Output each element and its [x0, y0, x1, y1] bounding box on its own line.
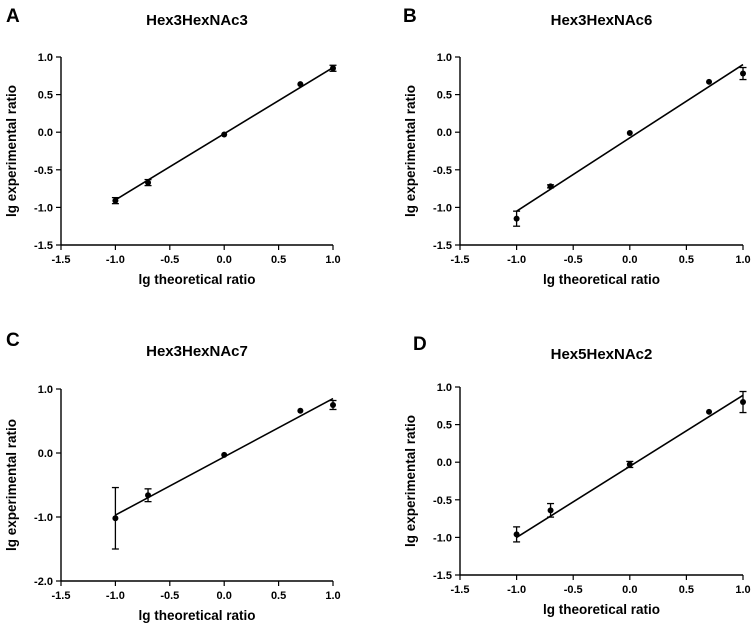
y-tick-label: 0.0: [38, 448, 53, 460]
data-point: [145, 179, 152, 186]
y-tick-label: -2.0: [34, 576, 53, 588]
y-tick-label: 0.5: [38, 90, 53, 102]
x-tick-label: 1.0: [325, 590, 340, 602]
chart-title: Hex3HexNAc6: [551, 12, 653, 29]
data-point: [513, 215, 520, 222]
x-tick-label: -1.0: [106, 254, 125, 266]
data-point: [330, 402, 336, 408]
chart-title: Hex5HexNAc2: [551, 346, 653, 363]
chart-title: Hex3HexNAc3: [146, 12, 248, 29]
x-tick-label: 0.0: [217, 590, 232, 602]
data-point: [547, 183, 554, 190]
chart-panel-a: A Hex3HexNAc3 -1.5 -1.0 -0.5 0.0 0.5 1.0 -1.5 -1.…: [4, 6, 341, 287]
x-axis-label: lg theoretical ratio: [543, 602, 660, 617]
x-tick-label: 0.5: [679, 254, 694, 266]
x-tick-label: 1.0: [735, 584, 750, 596]
y-tick-label: -0.5: [433, 495, 452, 507]
x-axis-label: lg theoretical ratio: [543, 272, 660, 287]
x-tick-label: 1.0: [735, 254, 750, 266]
panel-letter: B: [403, 6, 417, 27]
x-tick-label: 0.5: [271, 254, 286, 266]
y-tick-label: 0.0: [437, 457, 452, 469]
data-point: [297, 407, 304, 414]
data-point: [547, 507, 554, 514]
y-tick-label: -1.0: [433, 202, 452, 214]
y-tick-label: 0.5: [437, 90, 452, 102]
data-point: [513, 531, 520, 538]
y-tick-label: -1.5: [433, 570, 452, 582]
panel-letter: D: [413, 334, 427, 355]
x-tick-label: -0.5: [564, 254, 583, 266]
data-point: [112, 515, 119, 522]
regression-line: [516, 63, 744, 212]
x-tick-label: -0.5: [160, 590, 179, 602]
data-point: [330, 65, 336, 72]
x-tick-label: -1.5: [451, 254, 470, 266]
x-tick-label: -1.5: [52, 254, 71, 266]
chart-panel-d: D Hex5HexNAc2 -1.5 -1.0 -0.5 0.0 0.5 1.0 -1.5 -1.…: [403, 334, 751, 617]
data-point: [297, 81, 304, 88]
y-axis-label: lg experimental ratio: [4, 419, 19, 551]
chart-panel-b: B Hex3HexNAc6 -1.5 -1.0 -0.5 0.0 0.5 1.0 -1.5 -1.…: [403, 6, 751, 287]
x-axis-label: lg theoretical ratio: [138, 272, 255, 287]
y-tick-label: -1.5: [433, 240, 452, 252]
y-tick-label: -1.0: [34, 512, 53, 524]
data-point: [112, 197, 119, 204]
y-tick-label: 1.0: [38, 384, 53, 396]
x-axis-label: lg theoretical ratio: [138, 608, 255, 623]
x-tick-label: -1.5: [52, 590, 71, 602]
x-tick-label: 0.0: [622, 584, 637, 596]
x-tick-label: -1.0: [106, 590, 125, 602]
data-point: [626, 461, 633, 468]
x-tick-label: -1.5: [451, 584, 470, 596]
y-tick-label: 0.0: [38, 127, 53, 139]
data-point: [145, 492, 152, 499]
y-tick-label: -0.5: [433, 165, 452, 177]
data-point: [221, 131, 228, 138]
x-tick-label: 0.0: [217, 254, 232, 266]
x-tick-label: 0.0: [622, 254, 637, 266]
data-point: [221, 451, 228, 458]
x-tick-label: -1.0: [507, 254, 526, 266]
y-axis-label: lg experimental ratio: [4, 85, 19, 217]
data-point: [626, 129, 633, 136]
y-tick-label: 1.0: [38, 52, 53, 64]
y-tick-label: 0.5: [437, 420, 452, 432]
y-tick-label: 1.0: [437, 382, 452, 394]
data-point: [740, 70, 746, 77]
data-point: [740, 399, 746, 406]
x-tick-label: 0.5: [679, 584, 694, 596]
panel-letter: A: [6, 6, 20, 27]
y-tick-label: -1.0: [433, 532, 452, 544]
y-tick-label: -0.5: [34, 165, 53, 177]
y-axis-label: lg experimental ratio: [403, 85, 418, 217]
panel-letter: C: [6, 330, 20, 351]
x-tick-label: -1.0: [507, 584, 526, 596]
y-tick-label: 1.0: [437, 52, 452, 64]
x-tick-label: -0.5: [160, 254, 179, 266]
y-tick-label: -1.5: [34, 240, 53, 252]
chart-panel-c: C Hex3HexNAc7 -1.5 -1.0 -0.5 0.0 0.5 1.0 -2.0 -1.…: [4, 330, 341, 623]
y-axis-label: lg experimental ratio: [403, 415, 418, 547]
x-tick-label: -0.5: [564, 584, 583, 596]
x-tick-label: 0.5: [271, 590, 286, 602]
data-point: [706, 408, 713, 415]
y-tick-label: 0.0: [437, 127, 452, 139]
y-tick-label: -1.0: [34, 202, 53, 214]
data-point: [706, 78, 713, 85]
x-tick-label: 1.0: [325, 254, 340, 266]
chart-title: Hex3HexNAc7: [146, 343, 248, 360]
